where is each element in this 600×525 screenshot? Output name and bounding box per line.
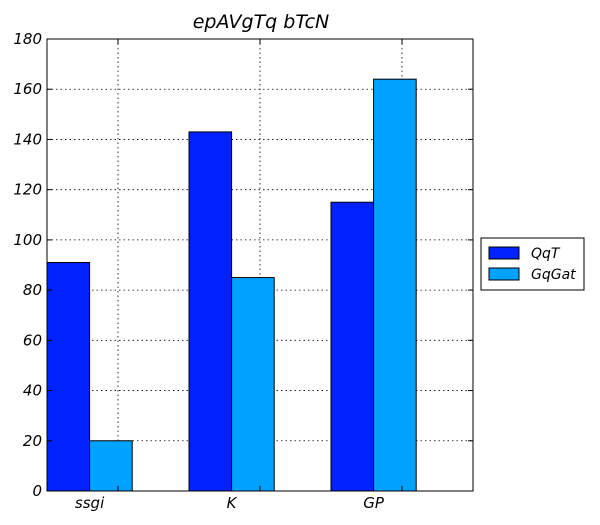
bar-GqGat-ssgi — [89, 440, 133, 492]
axis-ticks: 0 20 40 60 80 100 120 140 160 180 ssgi K GP — [13, 30, 473, 512]
legend: QqT GqGat — [480, 237, 585, 291]
y-tick-label: 160 — [13, 80, 42, 98]
legend-swatch-GqGat — [488, 267, 520, 281]
x-tick-label: K — [227, 494, 238, 512]
y-tick-label: 120 — [13, 181, 42, 199]
y-tick-label: 80 — [23, 281, 42, 299]
chart-title: epAVgTq bTcN — [193, 11, 330, 33]
bar-QqT-GP — [330, 201, 375, 492]
x-tick-label: GP — [363, 494, 385, 512]
bars — [46, 78, 417, 492]
bar-QqT-ssgi — [46, 261, 91, 492]
bar-GqGat-GP — [373, 78, 417, 492]
legend-label-QqT: QqT — [531, 246, 561, 262]
y-tick-label: 100 — [13, 231, 42, 249]
y-tick-label: 40 — [23, 382, 42, 400]
y-tick-label: 180 — [13, 30, 42, 48]
y-tick-label: 60 — [23, 331, 42, 349]
y-tick-label: 140 — [13, 130, 42, 148]
y-tick-label: 0 — [32, 482, 42, 500]
y-tick-label: 20 — [23, 432, 42, 450]
legend-swatch-QqT — [488, 246, 520, 260]
x-tick-label: ssgi — [75, 494, 105, 512]
bar-QqT-K — [188, 131, 233, 492]
bar-GqGat-K — [231, 277, 275, 492]
legend-label-GqGat: GqGat — [531, 267, 576, 283]
